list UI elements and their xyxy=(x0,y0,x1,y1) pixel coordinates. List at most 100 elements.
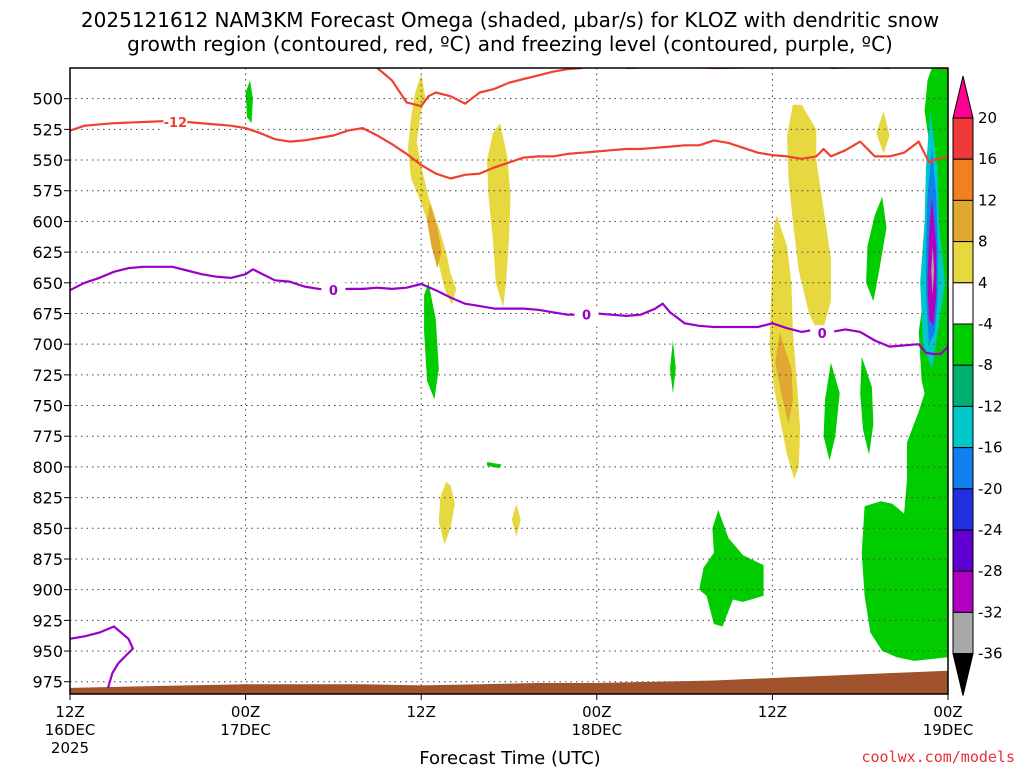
colorbar-top-triangle xyxy=(952,75,974,119)
y-tick-label-5: 625 xyxy=(32,243,63,262)
contours: -12 0 0 0 xyxy=(70,68,948,689)
y-tick-label-6: 650 xyxy=(32,274,63,293)
y-tick-label-18: 950 xyxy=(32,642,63,661)
y-tick-label-16: 900 xyxy=(32,581,63,600)
colorbar-swatch-5 xyxy=(952,282,974,325)
colorbar-label-1: 16 xyxy=(978,150,997,168)
credit-text: coolwx.com/models xyxy=(861,748,1015,766)
omega-region-17 xyxy=(861,68,948,661)
terrain xyxy=(70,670,948,694)
colorbar-swatch-7 xyxy=(952,364,974,407)
omega-region-15 xyxy=(823,362,840,461)
y-tick-label-4: 600 xyxy=(32,212,63,231)
x-tick-label-5: 00Z xyxy=(933,703,962,721)
y-tick-label-3: 575 xyxy=(32,182,63,201)
minus12-label: -12 xyxy=(164,116,188,131)
omega-region-13 xyxy=(670,340,676,394)
y-tick-label-11: 775 xyxy=(32,427,63,446)
colorbar-swatch-12 xyxy=(952,570,974,613)
y-tick-label-9: 725 xyxy=(32,366,63,385)
colorbar-swatch-9 xyxy=(952,447,974,490)
y-tick-label-1: 525 xyxy=(32,120,63,139)
omega-region-4 xyxy=(511,503,521,537)
colorbar-label-5: -4 xyxy=(978,315,993,333)
y-tick-label-17: 925 xyxy=(32,611,63,630)
omega-region-3 xyxy=(438,481,455,545)
colorbar-label-0: 20 xyxy=(978,109,997,127)
x-tick-date-1: 17DEC xyxy=(220,721,271,739)
colorbar-swatch-3 xyxy=(952,199,974,243)
omega-region-5 xyxy=(787,104,831,338)
y-axis-ticks: 500 525 550 575 600 625 650 675 700 725 750 775 800 8… xyxy=(32,90,70,692)
x-tick-date-0: 16DEC xyxy=(45,721,96,739)
chart-title: 2025121612 NAM3KM Forecast Omega (shaded… xyxy=(81,8,939,32)
x-tick-label-0: 12Z xyxy=(55,703,84,721)
omega-region-1 xyxy=(427,203,442,269)
freezing-label-1: 0 xyxy=(329,284,338,299)
y-tick-label-19: 975 xyxy=(32,673,63,692)
colorbar-label-13: -36 xyxy=(978,645,1003,663)
x-tick-date-5: 19DEC xyxy=(923,721,974,739)
omega-region-21 xyxy=(931,246,935,296)
colorbar-label-12: -32 xyxy=(978,603,1003,621)
y-tick-label-2: 550 xyxy=(32,151,63,170)
freezing-label-3-bg xyxy=(810,325,835,342)
y-tick-label-12: 800 xyxy=(32,458,63,477)
y-tick-label-13: 825 xyxy=(32,489,63,508)
x-tick-label-1: 00Z xyxy=(231,703,260,721)
omega-region-6 xyxy=(769,215,801,480)
colorbar-swatch-8 xyxy=(952,405,974,449)
freezing-label-2: 0 xyxy=(582,309,591,324)
colorbar-label-2: 12 xyxy=(978,191,997,209)
colorbar-swatch-11 xyxy=(952,529,974,572)
omega-region-8 xyxy=(876,111,890,154)
minus12-contour-line-4 xyxy=(933,68,948,71)
omega-region-7 xyxy=(775,331,793,424)
colorbar-label-3: 8 xyxy=(978,233,988,251)
omega-region-2 xyxy=(487,123,511,308)
freezing-label-1-bg xyxy=(321,282,346,299)
y-tick-label-15: 875 xyxy=(32,550,63,569)
omega-region-16 xyxy=(860,356,874,455)
x-tick-label-4: 12Z xyxy=(758,703,787,721)
x-axis-label: Forecast Time (UTC) xyxy=(419,748,600,768)
colorbar-swatch-6 xyxy=(952,323,974,366)
plot-frame xyxy=(69,67,949,695)
colorbar-label-6: -8 xyxy=(978,356,993,374)
colorbar-swatch-13 xyxy=(952,611,974,655)
colorbar-label-10: -24 xyxy=(978,521,1003,539)
colorbar-swatch-4 xyxy=(952,241,974,284)
grid-lines xyxy=(70,68,948,694)
omega-region-0 xyxy=(408,74,457,305)
x-tick-year-0: 2025 xyxy=(51,739,89,757)
x-tick-label-2: 12Z xyxy=(407,703,436,721)
omega-region-12 xyxy=(699,509,764,627)
colorbar-swatch-10 xyxy=(952,488,974,531)
freezing-contour-line-1 xyxy=(70,625,134,689)
colorbar-bottom-triangle xyxy=(952,653,974,696)
freezing-label-2-bg xyxy=(574,306,599,323)
omega-region-9 xyxy=(245,80,253,124)
freezing-label-3: 0 xyxy=(818,327,827,342)
colorbar-label-4: 4 xyxy=(978,274,988,292)
omega-region-14 xyxy=(866,196,887,302)
y-tick-label-8: 700 xyxy=(32,335,63,354)
omega-region-11 xyxy=(487,462,502,469)
colorbar-label-7: -12 xyxy=(978,397,1003,415)
minus12-contour-line-1 xyxy=(376,68,583,108)
chart-subtitle: growth region (contoured, red, ºC) and f… xyxy=(127,32,893,56)
colorbar-label-9: -20 xyxy=(978,480,1003,498)
minus12-label-bg xyxy=(163,114,188,131)
colorbar-swatch-1 xyxy=(952,117,974,160)
omega-region-10 xyxy=(424,282,439,400)
colorbar-label-11: -28 xyxy=(978,562,1003,580)
y-tick-label-0: 500 xyxy=(32,90,63,109)
omega-shading xyxy=(245,68,948,661)
colorbar: 20 16 12 8 4 -4 -8 -12 -16 -20 -24 -28 -32 -36 xyxy=(952,75,1003,696)
y-tick-label-10: 750 xyxy=(32,397,63,416)
x-tick-date-3: 18DEC xyxy=(572,721,623,739)
colorbar-swatch-2 xyxy=(952,158,974,201)
colorbar-label-8: -16 xyxy=(978,439,1003,457)
